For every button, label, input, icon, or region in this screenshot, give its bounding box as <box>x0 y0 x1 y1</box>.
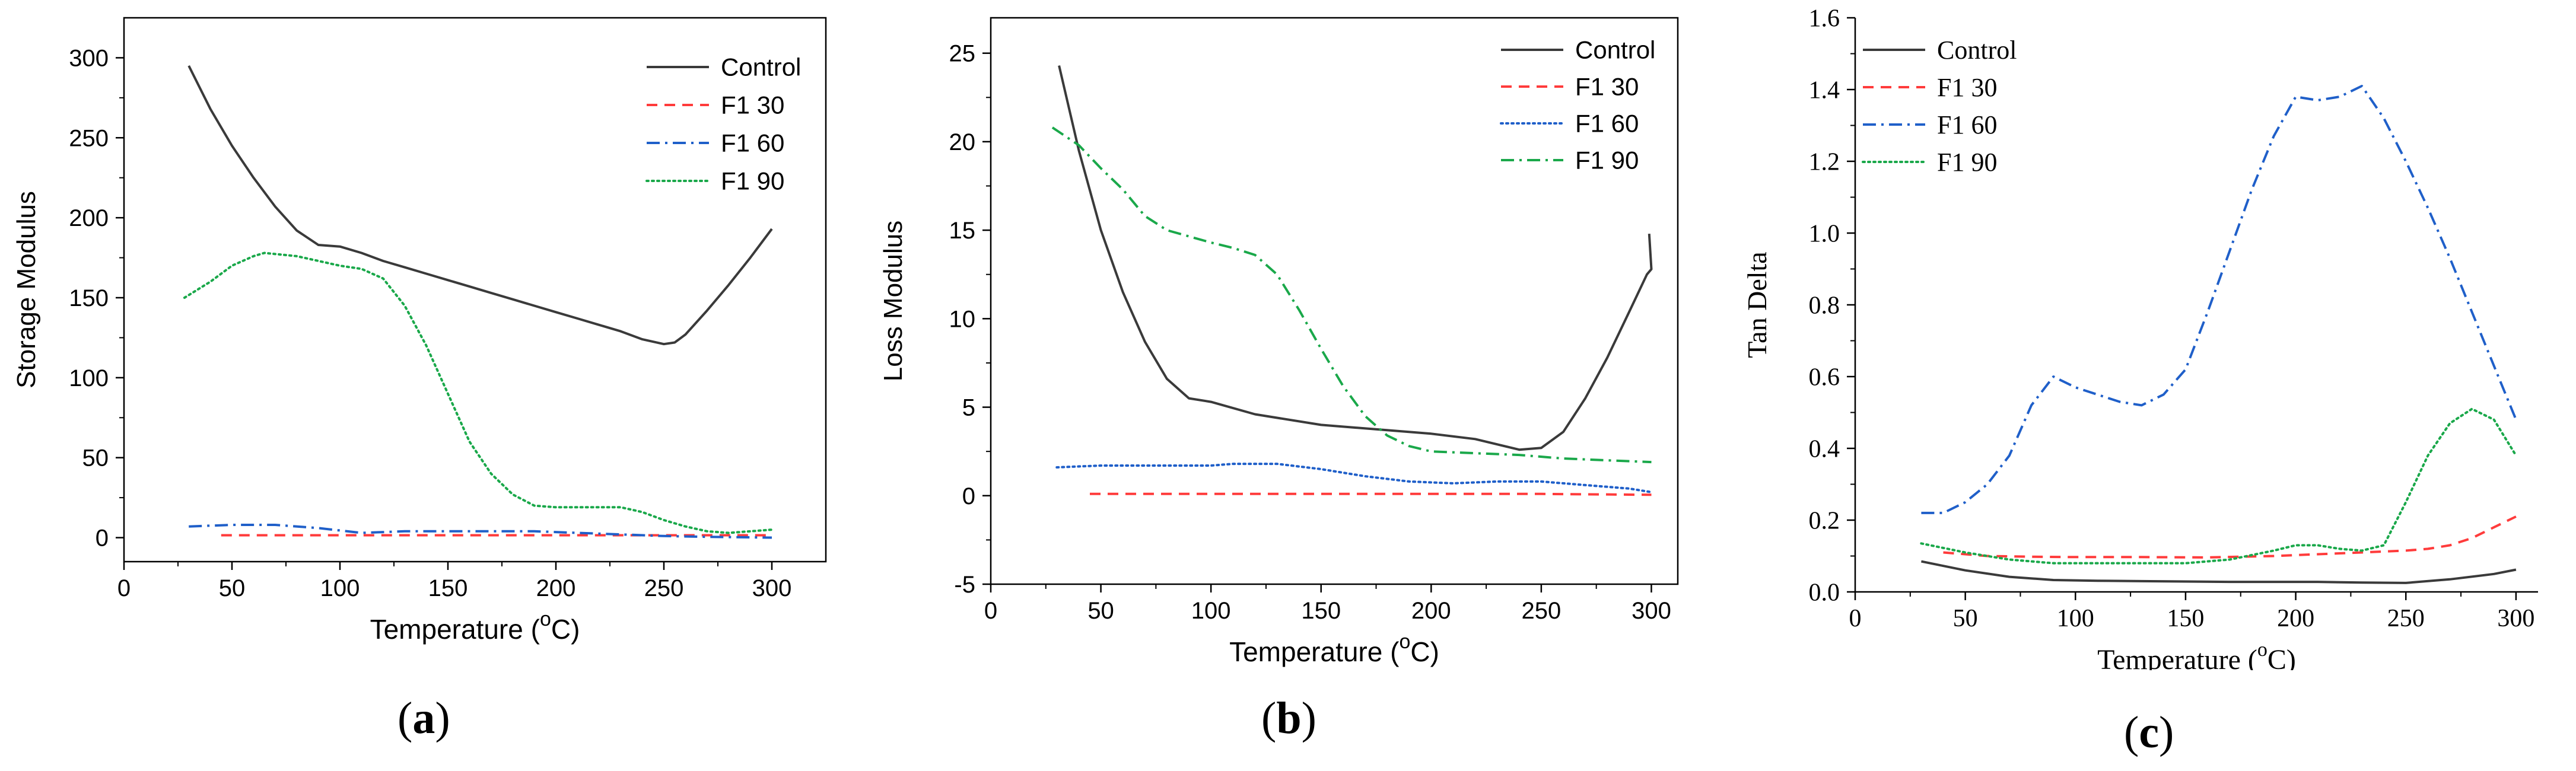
y-tick-label: 50 <box>82 445 109 471</box>
series-line-f1-90 <box>183 251 773 534</box>
y-tick-label: 25 <box>949 41 976 67</box>
x-tick-label: 200 <box>536 575 576 601</box>
x-tick-label: 150 <box>428 575 468 601</box>
series-line-f1-60 <box>189 524 772 539</box>
legend-label-f1-90: F1 90 <box>1575 146 1639 174</box>
legend-label-f1-60: F1 60 <box>721 129 784 157</box>
legend-label-f1-30: F1 30 <box>1937 73 1997 102</box>
legend-label-control: Control <box>1575 36 1655 63</box>
legend-label-f1-30: F1 30 <box>721 91 784 119</box>
chart-a: 0 50 100 150 200 250 300 0 50 100 150 200 250 300 Temp… <box>12 17 827 645</box>
y-tick-label: 250 <box>69 125 109 151</box>
x-tick-label: 150 <box>2167 605 2204 632</box>
caption-a: (a) <box>397 693 450 743</box>
y-tick-label: 0 <box>96 525 109 552</box>
series-line-f1-30 <box>1090 492 1652 496</box>
x-axis-title: Temperature (oC) <box>370 608 580 645</box>
legend-label-control: Control <box>1937 36 2017 65</box>
series-line-f1-60 <box>1055 463 1653 493</box>
x-tick-label: 0 <box>1849 605 1862 632</box>
caption-a-letter: a <box>412 693 435 743</box>
x-tick-label: 200 <box>2277 605 2314 632</box>
chart-b: 0 50 100 150 200 250 300 -5 0 5 10 15 20 25 Temperatur… <box>879 17 1679 667</box>
y-tick-label: 10 <box>949 306 976 332</box>
x-tick-label: 100 <box>2057 605 2094 632</box>
y-tick-label: 200 <box>69 205 109 231</box>
x-tick-label: 100 <box>320 575 360 601</box>
y-tick-label: 1.4 <box>1809 77 1840 104</box>
y-tick-label: 15 <box>949 218 976 244</box>
series-line-f1-90 <box>1051 126 1652 464</box>
series-line-f1-60 <box>1921 85 2517 514</box>
y-tick-label: 0.4 <box>1809 436 1840 463</box>
y-axis-title: Loss Modulus <box>879 221 908 381</box>
plot-frame <box>123 17 827 563</box>
x-tick-label: 50 <box>219 575 246 601</box>
y-tick-label: 150 <box>69 285 109 311</box>
legend-label-f1-30: F1 30 <box>1575 72 1639 100</box>
x-tick-label: 50 <box>1087 598 1114 624</box>
y-tick-label: 1.0 <box>1809 221 1840 248</box>
x-tick-label: 300 <box>1632 598 1671 624</box>
x-tick-label: 0 <box>984 598 997 624</box>
x-axis-title: Temperature (oC) <box>1229 630 1439 667</box>
caption-c: (c) <box>2124 708 2174 757</box>
y-tick-label: 1.2 <box>1809 149 1840 176</box>
caption-b: (b) <box>1261 693 1316 743</box>
y-tick-label: 0.6 <box>1809 364 1840 391</box>
legend-label-control: Control <box>721 53 801 81</box>
caption-b-letter: b <box>1276 693 1302 743</box>
legend-label-f1-60: F1 60 <box>1937 110 1997 139</box>
x-tick-label: 100 <box>1191 598 1231 624</box>
legend-label-f1-90: F1 90 <box>1937 148 1997 177</box>
y-tick-label: 0 <box>962 483 975 509</box>
x-axis-title: Temperature (oC) <box>2097 639 2296 670</box>
y-tick-label: 1.6 <box>1809 5 1840 33</box>
x-tick-label: 250 <box>2387 605 2425 632</box>
x-tick-label: 300 <box>2497 605 2534 632</box>
legend-label-f1-60: F1 60 <box>1575 109 1639 137</box>
x-tick-label: 50 <box>1953 605 1978 632</box>
series-line-control <box>1058 65 1653 451</box>
y-tick-label: 0.8 <box>1809 292 1840 320</box>
y-tick-label: 20 <box>949 129 976 155</box>
y-axis-title: Storage Modulus <box>12 191 41 388</box>
y-tick-label: -5 <box>954 572 975 598</box>
caption-c-letter: c <box>2139 708 2160 757</box>
x-tick-label: 200 <box>1411 598 1451 624</box>
x-tick-label: 250 <box>644 575 684 601</box>
series-line-f1-90 <box>1920 407 2517 565</box>
y-tick-label: 0.2 <box>1809 508 1840 535</box>
y-tick-label: 100 <box>69 365 109 391</box>
y-tick-label: 0.0 <box>1809 579 1840 607</box>
legend-label-f1-90: F1 90 <box>721 167 784 195</box>
x-tick-label: 0 <box>117 575 131 601</box>
y-axis-title: Tan Delta <box>1742 251 1772 358</box>
y-tick-label: 5 <box>962 395 975 421</box>
x-tick-label: 250 <box>1522 598 1561 624</box>
series-line-f1-30 <box>1943 515 2517 559</box>
chart-c: 0 50 100 150 200 250 300 0.0 0.2 0.4 0.6 0.8 1.0 1.2 1… <box>1742 5 2538 670</box>
x-tick-label: 300 <box>752 575 792 601</box>
plot-frame <box>990 17 1679 585</box>
series-line-control <box>187 65 773 346</box>
x-tick-label: 150 <box>1301 598 1341 624</box>
series-line-control <box>1921 560 2517 584</box>
y-tick-label: 300 <box>69 45 109 71</box>
